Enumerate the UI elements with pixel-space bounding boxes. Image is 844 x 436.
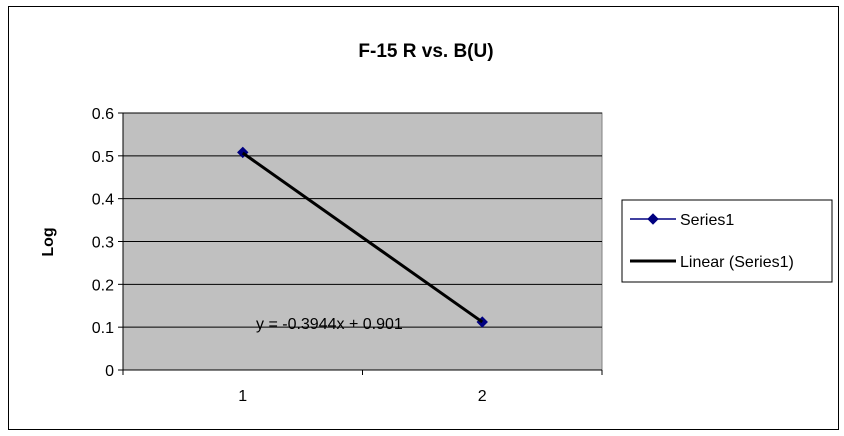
trendline-equation: y = -0.3944x + 0.901 [256, 316, 403, 333]
y-tick-label: 0.2 [92, 277, 114, 294]
y-tick-label: 0.5 [92, 149, 114, 166]
y-tick-labels: 0 0.1 0.2 0.3 0.4 0.5 0.6 [92, 106, 114, 380]
series1-point [237, 146, 249, 159]
y-axis-title: Log [40, 227, 57, 256]
trendline-layer [241, 151, 484, 324]
legend-series1-marker [647, 213, 659, 225]
y-tick-label: 0.4 [92, 192, 114, 209]
y-tick-label: 0.1 [92, 320, 114, 337]
axes [118, 112, 603, 375]
x-tick-label: 1 [238, 388, 247, 405]
legend-trendline-label: Linear (Series1) [680, 254, 794, 271]
y-tick-label: 0.6 [92, 106, 114, 123]
legend-box [621, 199, 833, 283]
legend: Series1 Linear (Series1) [621, 199, 833, 283]
y-tick-label: 0 [105, 363, 114, 380]
y-tick-label: 0.3 [92, 235, 114, 252]
trendline [241, 151, 484, 324]
chart-title: F-15 R vs. B(U) [358, 41, 493, 62]
legend-series1-label: Series1 [680, 212, 734, 229]
gridlines [123, 112, 602, 328]
x-tick-label: 2 [478, 388, 487, 405]
